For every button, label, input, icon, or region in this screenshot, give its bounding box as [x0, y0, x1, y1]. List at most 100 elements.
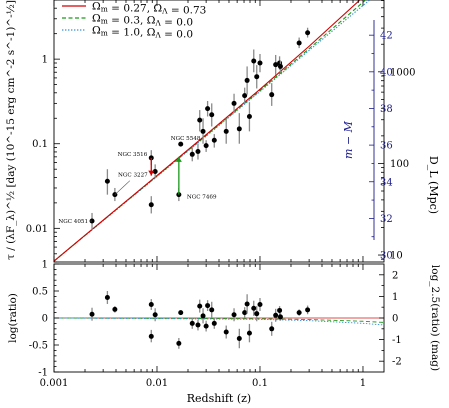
dl-tick-label: 100 — [390, 159, 409, 170]
m-minus-M-tick-label: 34 — [380, 177, 393, 188]
legend-label-1: Ωm = 0.3, ΩΛ = 0.0 — [92, 13, 193, 29]
upper-data-point — [209, 112, 215, 118]
mag-tick-label: -1 — [392, 335, 402, 346]
lower-data-point — [254, 311, 260, 317]
dl-axis-title: D_L (Mpc) — [427, 156, 440, 214]
dl-tick-label: 10 — [390, 251, 403, 262]
m-minus-M-tick-label: 42 — [380, 31, 393, 42]
lower-data-points — [89, 291, 311, 349]
lower-y-tick-label: 1 — [42, 260, 48, 271]
lower-data-point — [148, 333, 154, 339]
x-tick-label: 0.1 — [252, 378, 268, 389]
upper-data-point — [148, 202, 154, 208]
lower-data-point — [211, 320, 217, 326]
lower-data-point — [305, 307, 311, 313]
lower-data-point — [205, 303, 211, 309]
lower-y-tick-label: -0.5 — [29, 341, 48, 352]
lower-data-point — [296, 310, 302, 316]
upper-data-point — [236, 126, 242, 132]
lower-data-point — [246, 330, 252, 336]
lower-data-point — [112, 306, 118, 312]
upper-y-axis-title: τ / (λF_λ)^½ [day (10^-15 erg cm^-2 s^-1… — [5, 0, 17, 260]
mag-tick-label: 1 — [392, 292, 398, 303]
lower-data-point — [231, 312, 237, 318]
lower-data-point — [269, 326, 275, 332]
lower-data-point — [152, 312, 158, 318]
shift-arrow-head — [175, 156, 182, 162]
object-label: NGC 5548 — [171, 136, 201, 142]
lower-data-point — [236, 336, 242, 342]
upper-data-point — [242, 93, 248, 99]
m-minus-M-tick-label: 36 — [380, 141, 393, 152]
lower-data-point — [189, 320, 195, 326]
upper-data-point — [246, 113, 252, 119]
upper-data-point — [152, 168, 158, 174]
upper-data-point — [273, 62, 279, 68]
upper-data-point — [189, 151, 195, 157]
y-tick-label: 0.1 — [32, 139, 48, 150]
upper-data-point — [200, 128, 206, 134]
upper-data-point — [211, 137, 217, 143]
cosmology-model-curves — [54, 0, 371, 262]
x-axis-title: Redshift (z) — [187, 392, 251, 405]
m-minus-M-tick-label: 30 — [380, 251, 393, 262]
lower-data-point — [104, 294, 110, 300]
x-tick-label: 1 — [360, 378, 366, 389]
axis-ticks — [53, 0, 384, 373]
ratio-model-2 — [54, 317, 384, 323]
object-label: NGC 3516 — [118, 152, 148, 158]
upper-data-point — [305, 30, 311, 36]
lower-reference-lines — [54, 317, 384, 326]
lower-data-point — [176, 340, 182, 346]
upper-data-point — [104, 178, 110, 184]
mag-tick-label: 2 — [392, 270, 398, 281]
upper-data-points — [89, 27, 311, 230]
upper-data-point — [254, 74, 260, 80]
y-tick-label: 0.01 — [26, 224, 48, 235]
y-tick-label: 1 — [42, 55, 48, 66]
legend-label-2: Ωm = 1.0, ΩΛ = 0.0 — [92, 25, 193, 41]
lower-y-tick-label: -1 — [38, 368, 48, 379]
lower-y-tick-label: 0 — [42, 314, 48, 325]
lower-data-point — [178, 310, 184, 316]
lower-data-point — [257, 302, 263, 307]
lower-data-point — [223, 329, 229, 335]
upper-data-point — [231, 100, 237, 106]
ratio-model-3 — [54, 317, 384, 326]
m-minus-M-tick-label: 38 — [380, 104, 393, 115]
lower-data-point — [277, 314, 283, 320]
lower-data-point — [277, 307, 283, 313]
mag-tick-label: 0 — [392, 314, 398, 325]
model-curve-0 — [54, 0, 361, 262]
lower-data-point — [148, 302, 154, 307]
upper-data-point — [178, 141, 184, 147]
lower-data-point — [242, 310, 248, 316]
object-label: NGC 4051 — [58, 219, 88, 225]
upper-data-point — [205, 106, 211, 112]
upper-data-point — [223, 128, 229, 134]
label-leader — [114, 180, 131, 195]
upper-data-point — [269, 92, 275, 98]
lower-data-point — [197, 303, 203, 309]
lower-right-axis-title: log_2.5(ratio) (mag) — [429, 265, 441, 371]
lower-data-point — [251, 305, 257, 311]
upper-data-point — [197, 117, 203, 123]
x-tick-label: 0.001 — [40, 378, 69, 389]
lower-data-point — [200, 313, 206, 319]
m-minus-M-tick-label: 32 — [380, 214, 393, 225]
upper-data-point — [244, 77, 250, 83]
object-label: NGC 7469 — [187, 195, 217, 201]
upper-data-point — [203, 143, 209, 149]
dl-tick-label: 1000 — [390, 67, 415, 78]
lower-y-axis-title: log(ratio) — [7, 293, 19, 343]
panel-frames — [53, 0, 385, 373]
upper-panel-frame — [53, 0, 385, 263]
upper-data-point — [277, 63, 283, 69]
lower-data-point — [244, 301, 250, 307]
mag-tick-label: -2 — [392, 357, 402, 368]
m-minus-M-tick-label: 40 — [380, 67, 393, 78]
upper-data-point — [257, 60, 263, 66]
lower-data-point — [273, 312, 279, 318]
